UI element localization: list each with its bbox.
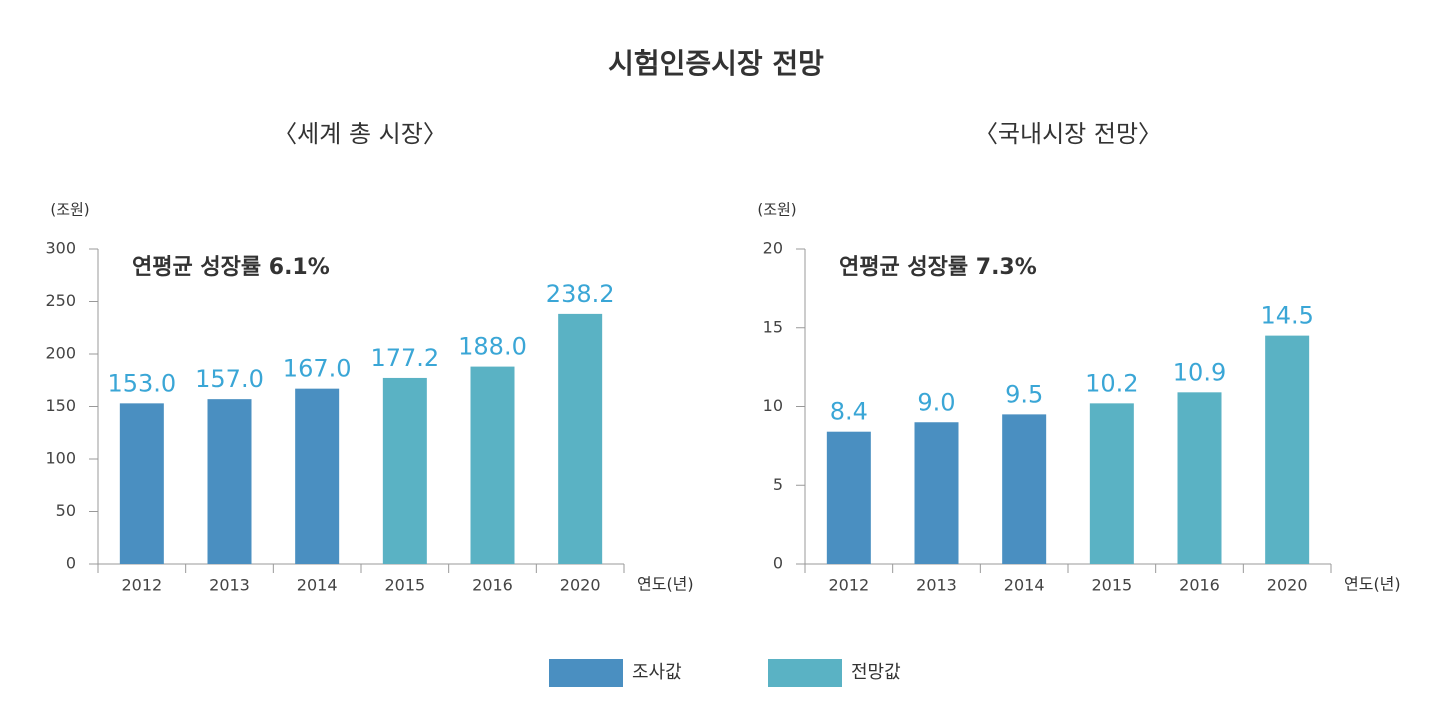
bar [558,313,603,564]
page-title: 시험인증시장 전망 [608,47,824,80]
bar [826,431,871,564]
legend-swatch [768,659,842,687]
legend-label: 조사값 [632,662,682,683]
chart-title: 〈국내시장 전망〉 [974,120,1162,148]
x-axis-label: 연도(년) [1344,575,1401,594]
bar [382,377,427,564]
bar [1089,403,1134,564]
x-tick-label: 2020 [1267,576,1308,595]
y-tick-label: 0 [66,554,76,573]
legend-label: 전망값 [851,662,901,683]
legend-swatch [549,659,623,687]
y-tick-label: 5 [773,475,783,494]
value-label: 167.0 [283,355,352,383]
x-tick-label: 2016 [472,576,513,595]
bar [470,366,515,564]
value-label: 177.2 [370,344,439,372]
bar [1177,392,1222,564]
y-axis-label: (조원) [757,201,796,219]
x-tick-label: 2015 [1091,576,1132,595]
x-tick-label: 2014 [297,576,338,595]
value-label: 153.0 [107,369,176,397]
x-tick-label: 2014 [1004,576,1045,595]
y-tick-label: 10 [763,396,783,415]
annotation: 연평균 성장률 6.1% [132,255,330,280]
annotation: 연평균 성장률 7.3% [839,255,1037,280]
y-tick-label: 250 [45,291,76,310]
y-tick-label: 200 [45,344,76,363]
y-tick-label: 15 [763,317,783,336]
x-tick-label: 2012 [121,576,162,595]
x-axis-label: 연도(년) [637,575,694,594]
bar [914,422,959,564]
y-tick-label: 0 [773,554,783,573]
y-tick-label: 300 [45,239,76,258]
value-label: 157.0 [195,365,264,393]
y-tick-label: 20 [763,239,783,258]
value-label: 10.9 [1173,358,1226,386]
x-tick-label: 2015 [384,576,425,595]
bar [119,403,164,564]
bar [1002,414,1047,564]
y-axis-label: (조원) [50,201,89,219]
value-label: 14.5 [1260,302,1313,330]
x-tick-label: 2012 [828,576,869,595]
x-tick-label: 2016 [1179,576,1220,595]
value-label: 8.4 [830,398,868,426]
x-tick-label: 2013 [916,576,957,595]
chart-title: 〈세계 총 시장〉 [273,120,447,148]
y-tick-label: 50 [56,501,76,520]
x-tick-label: 2020 [560,576,601,595]
value-label: 9.0 [917,388,955,416]
value-label: 188.0 [458,333,527,361]
bar [295,388,340,564]
value-label: 9.5 [1005,380,1043,408]
bar [207,399,252,564]
bar [1265,335,1310,564]
y-tick-label: 150 [45,396,76,415]
value-label: 10.2 [1085,369,1138,397]
value-label: 238.2 [546,280,615,308]
y-tick-label: 100 [45,449,76,468]
x-tick-label: 2013 [209,576,250,595]
